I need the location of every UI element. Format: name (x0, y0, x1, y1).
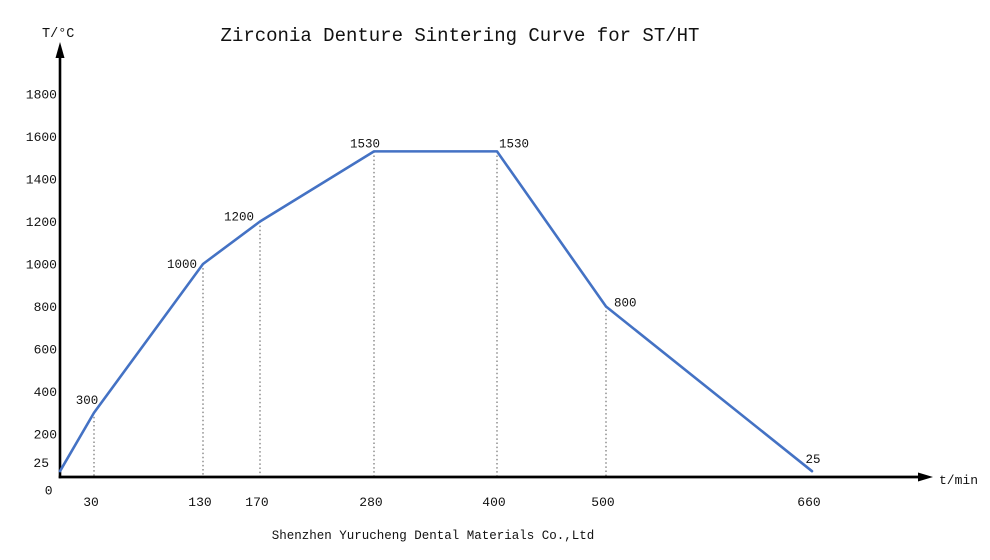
y-tick-label-25: 25 (33, 456, 49, 471)
point-label-t400: 1530 (499, 137, 529, 151)
y-tick-label-600: 600 (34, 343, 57, 358)
point-label-t280: 1530 (350, 137, 380, 151)
y-tick-label-1200: 1200 (26, 215, 57, 230)
point-label-t130: 1000 (167, 258, 197, 272)
x-tick-label-400: 400 (482, 495, 505, 510)
x-tick-label-130: 130 (188, 495, 211, 510)
x-axis-title: t/min (939, 473, 979, 488)
y-tick-label-1800: 1800 (26, 88, 57, 103)
y-tick-label-800: 800 (34, 300, 57, 315)
x-tick-label-170: 170 (245, 495, 268, 510)
point-label-t170: 1200 (224, 211, 254, 225)
company-footer: Shenzhen Yurucheng Dental Materials Co.,… (271, 529, 595, 543)
x-axis-arrowhead-icon (918, 472, 933, 482)
x-tick-label-500: 500 (591, 495, 614, 510)
point-label-t30: 300 (76, 394, 99, 408)
x-tick-label-660: 660 (797, 495, 820, 510)
y-tick-label-1400: 1400 (26, 173, 57, 188)
y-axis-title: T/°C (42, 27, 75, 42)
y-tick-label-0: 0 (45, 484, 53, 499)
y-tick-label-1000: 1000 (26, 258, 57, 273)
y-axis-arrowhead-icon (55, 42, 65, 58)
sintering-curve (58, 150, 814, 473)
x-tick-label-280: 280 (359, 495, 382, 510)
point-label-t500: 800 (614, 297, 637, 311)
chart-title: Zirconia Denture Sintering Curve for ST/… (220, 25, 700, 47)
point-label-t660: 25 (805, 453, 820, 467)
y-tick-label-1600: 1600 (26, 130, 57, 145)
y-tick-label-200: 200 (34, 428, 57, 443)
y-tick-label-400: 400 (34, 385, 57, 400)
x-tick-label-30: 30 (83, 495, 99, 510)
